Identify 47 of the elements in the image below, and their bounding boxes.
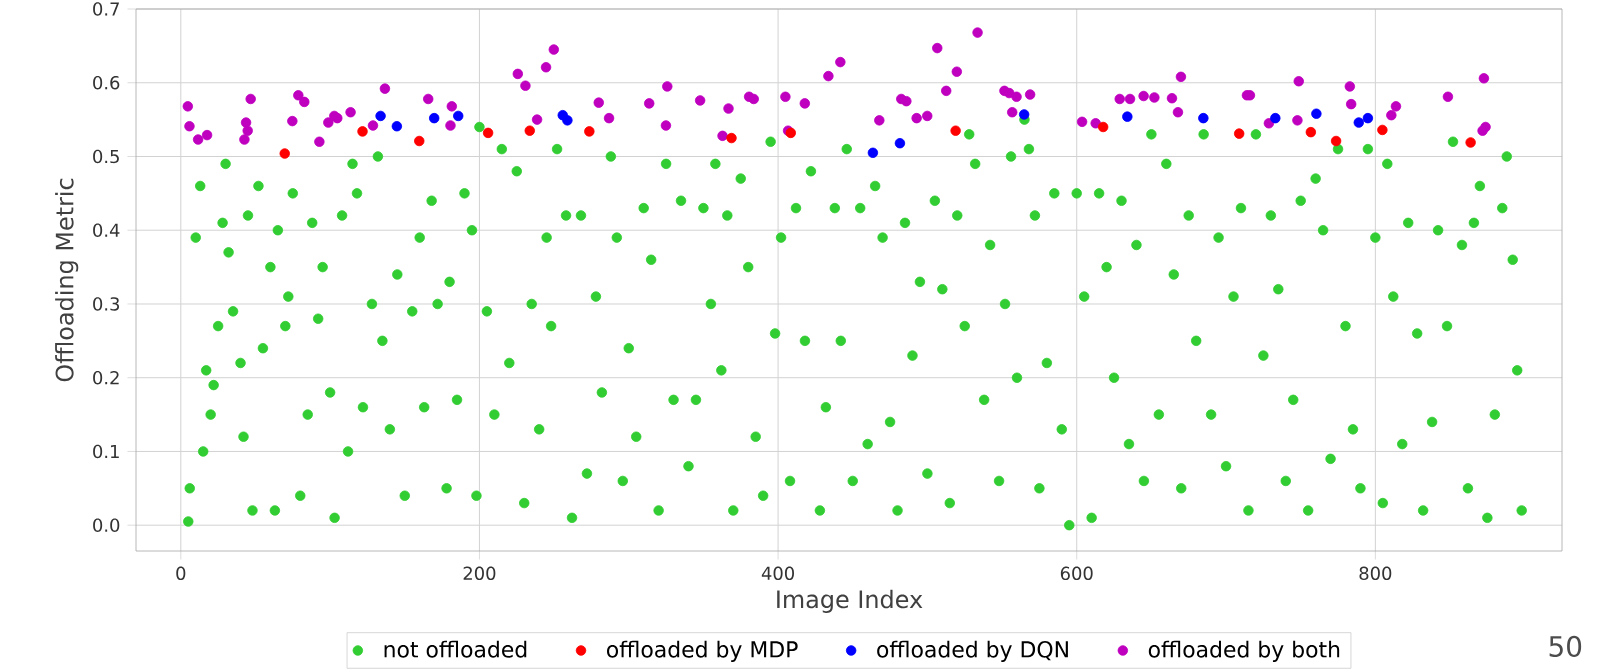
point (950, 125, 961, 136)
y-tick-label: 0.4 (93, 223, 120, 237)
legend-label: offloaded by MDP (607, 640, 798, 662)
point (391, 121, 403, 132)
point (1362, 112, 1374, 124)
point (357, 126, 368, 137)
legend-label: offloaded by DQN (877, 640, 1068, 662)
point (375, 110, 386, 122)
x-axis-title: Image Index (777, 589, 923, 613)
legend-label: offloaded by both (1148, 640, 1340, 662)
point (1122, 111, 1133, 122)
point (562, 115, 573, 126)
x-tick-label: 400 (761, 566, 794, 581)
point (1198, 112, 1209, 124)
x-tick-label: 600 (1060, 566, 1093, 581)
point (1270, 112, 1281, 124)
x-tick-label: 800 (1359, 566, 1392, 581)
point (1097, 121, 1109, 133)
point (1233, 128, 1245, 139)
y-tick-label: 0.3 (93, 297, 120, 311)
point (1311, 108, 1322, 119)
y-tick-label: 0.5 (93, 149, 119, 164)
y-tick-label: 0.0 (93, 518, 120, 532)
point (1353, 117, 1364, 128)
point (584, 126, 595, 137)
point (1377, 124, 1388, 136)
point (1305, 126, 1317, 138)
text: 50 (1549, 635, 1582, 657)
point (1465, 137, 1476, 148)
x-tick-label: 200 (463, 566, 496, 581)
point (894, 138, 906, 149)
x-tick-label: 0 (176, 566, 186, 581)
point (482, 127, 494, 139)
y-tick-label: 0.2 (93, 370, 119, 385)
point (279, 148, 290, 159)
point (867, 147, 879, 158)
y-tick-label: 0.6 (93, 75, 120, 90)
point (726, 132, 737, 144)
point (428, 112, 440, 124)
y-tick-label: 0.7 (93, 2, 119, 16)
y-tick-label: 0.1 (93, 444, 119, 459)
legend-label: not offloaded (384, 640, 527, 658)
point (1330, 135, 1342, 147)
point (453, 110, 464, 122)
y-axis-title: Offloading Metric (55, 178, 79, 382)
point (524, 125, 535, 136)
point (414, 135, 425, 147)
